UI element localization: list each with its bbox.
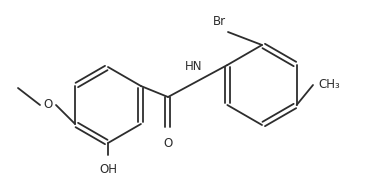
Text: Br: Br — [213, 15, 226, 28]
Text: HN: HN — [185, 60, 202, 73]
Text: O: O — [163, 137, 173, 150]
Text: O: O — [44, 98, 53, 112]
Text: CH₃: CH₃ — [318, 78, 340, 91]
Text: OH: OH — [99, 163, 117, 176]
